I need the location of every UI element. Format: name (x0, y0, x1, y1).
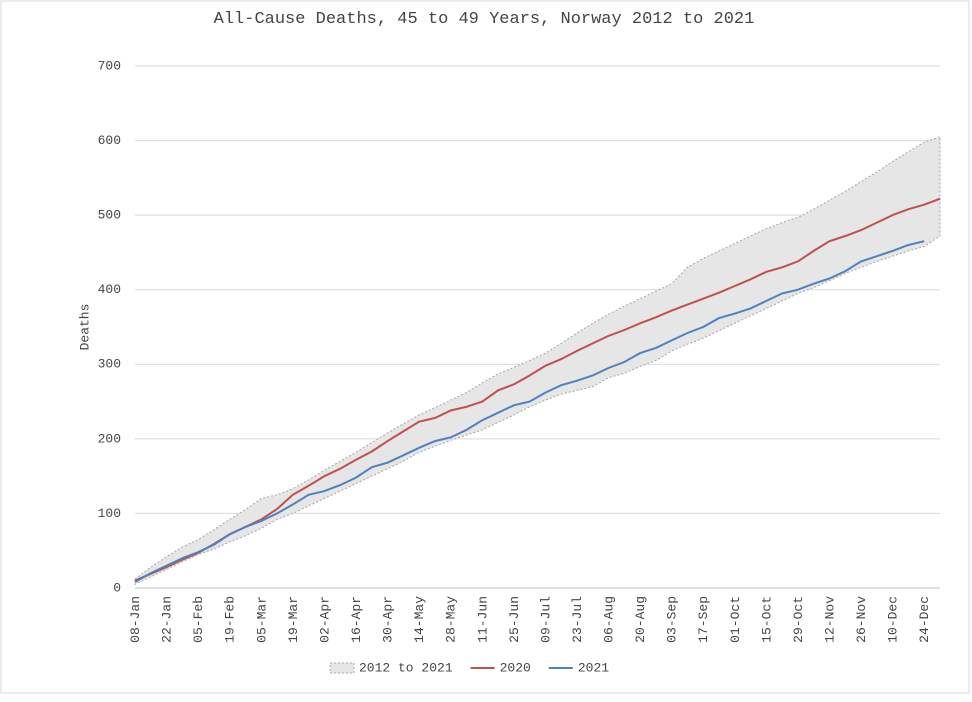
x-tick-label: 28-May (444, 596, 459, 643)
x-tick-label: 11-Jun (475, 596, 490, 643)
x-tick-label: 24-Dec (917, 596, 932, 643)
x-tick-label: 19-Mar (286, 596, 301, 643)
x-tick-label: 23-Jul (570, 596, 585, 643)
x-tick-label: 30-Apr (381, 596, 396, 643)
y-tick-label: 500 (98, 208, 121, 223)
y-tick-label: 600 (98, 133, 121, 148)
x-tick-label: 22-Jan (160, 596, 175, 643)
x-tick-label: 26-Nov (854, 596, 869, 643)
x-tick-label: 19-Feb (223, 596, 238, 643)
series-line (134, 197, 941, 582)
x-tick-label: 14-May (412, 596, 427, 643)
x-tick-label: 17-Sep (696, 596, 711, 643)
y-tick-label: 700 (98, 58, 121, 73)
x-tick-label: 08-Jan (128, 596, 143, 643)
x-tick-label: 20-Aug (633, 596, 648, 643)
range-band (134, 136, 941, 586)
y-tick-label: 100 (98, 506, 121, 521)
x-tick-label: 05-Feb (191, 596, 206, 643)
y-tick-label: 400 (98, 282, 121, 297)
y-tick-label: 300 (98, 357, 121, 372)
legend-label: 2020 (500, 660, 531, 675)
x-tick-label: 12-Nov (823, 596, 838, 643)
x-tick-label: 01-Oct (728, 596, 743, 643)
x-tick-label: 02-Apr (317, 596, 332, 643)
x-tick-label: 29-Oct (791, 596, 806, 643)
x-tick-label: 06-Aug (602, 596, 617, 643)
x-tick-label: 10-Dec (886, 596, 901, 643)
x-tick-label: 05-Mar (254, 596, 269, 643)
y-tick-label: 0 (113, 580, 121, 595)
x-tick-label: 25-Jun (507, 596, 522, 643)
y-axis-label: Deaths (77, 304, 92, 351)
y-tick-label: 200 (98, 431, 121, 446)
chart-title: All-Cause Deaths, 45 to 49 Years, Norway… (214, 10, 755, 29)
legend-swatch (329, 662, 355, 674)
legend-label: 2012 to 2021 (359, 660, 453, 675)
x-tick-label: 03-Sep (665, 596, 680, 643)
legend-label: 2021 (578, 660, 609, 675)
series-line (134, 240, 925, 583)
x-tick-label: 09-Jul (538, 596, 553, 643)
x-tick-label: 16-Apr (349, 596, 364, 643)
x-tick-label: 15-Oct (759, 596, 774, 643)
